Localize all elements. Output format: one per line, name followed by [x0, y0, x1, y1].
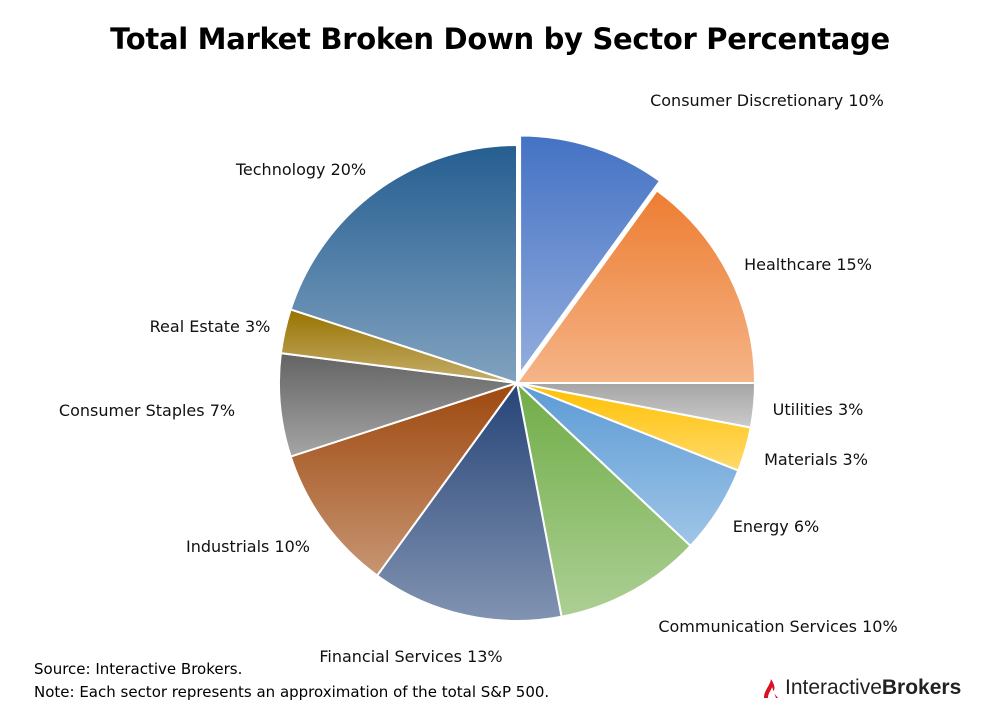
slice-label-industrials: Industrials 10%: [186, 537, 310, 556]
slice-label-energy: Energy 6%: [733, 517, 819, 536]
pie-slice-consumer-discretionary: [519, 134, 662, 377]
pie-slice-industrials: [289, 381, 520, 577]
slice-label-financial-services: Financial Services 13%: [319, 647, 502, 666]
pie-slice-communication-services: [515, 380, 692, 618]
slice-label-healthcare: Healthcare 15%: [744, 255, 872, 274]
logo-text-part1: Interactive: [785, 676, 882, 699]
slice-label-consumer-staples: Consumer Staples 7%: [59, 401, 235, 420]
slice-label-real-estate: Real Estate 3%: [150, 317, 271, 336]
footer-notes: Source: Interactive Brokers. Note: Each …: [34, 658, 549, 704]
source-note: Source: Interactive Brokers.: [34, 660, 243, 678]
slice-label-consumer-discretionary: Consumer Discretionary 10%: [650, 91, 884, 110]
logo-text-part2: Brokers: [881, 676, 962, 699]
brand-mark-icon: [764, 679, 778, 698]
slice-label-technology: Technology 20%: [235, 160, 366, 179]
slice-label-communication-services: Communication Services 10%: [658, 617, 897, 636]
pie-slice-technology: [289, 143, 518, 385]
pie-slice-healthcare: [515, 189, 757, 384]
pie-slice-financial-services: [375, 380, 563, 622]
slice-label-utilities: Utilities 3%: [773, 400, 864, 419]
chart-title: Total Market Broken Down by Sector Perce…: [110, 22, 890, 56]
pie-slice-consumer-staples: [278, 352, 518, 458]
slice-label-materials: Materials 3%: [764, 450, 868, 469]
approximation-note: Note: Each sector represents an approxim…: [34, 683, 550, 701]
interactive-brokers-logo: InteractiveBrokers: [762, 676, 961, 700]
